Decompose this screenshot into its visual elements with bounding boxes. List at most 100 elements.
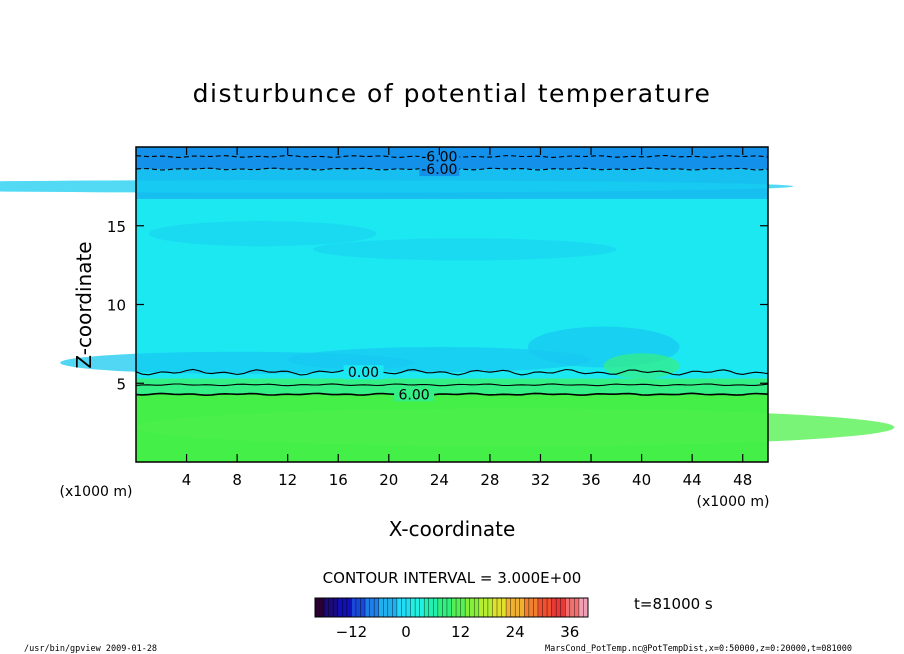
x-tick-label: 8	[232, 471, 242, 489]
contour-line-2	[135, 368, 769, 376]
colorbar-cell	[506, 598, 512, 617]
colorbar-cell	[515, 598, 521, 617]
heatmap-band-1	[136, 378, 768, 395]
colorbar-cell	[537, 598, 543, 617]
colorbar-cell	[342, 598, 348, 617]
colorbar-cell	[474, 598, 480, 617]
x-tick-label: 16	[329, 471, 348, 489]
colorbar-cell	[410, 598, 416, 617]
colorbar-cell	[569, 598, 575, 617]
x-tick-label: 12	[278, 471, 297, 489]
colorbar-tick-label: 12	[451, 623, 470, 641]
colorbar-cell	[533, 598, 539, 617]
y-tick-label: 5	[116, 375, 126, 393]
heatmap-variation-1	[312, 238, 617, 261]
colorbar-cell	[360, 598, 366, 617]
colorbar-cell	[478, 598, 484, 617]
colorbar-cell	[355, 598, 361, 617]
contour-label-bg-3	[419, 162, 460, 177]
colorbar-cell	[487, 598, 493, 617]
contour-line-0	[135, 392, 769, 397]
time-label: t=81000 s	[634, 595, 713, 613]
colorbar-cell	[419, 598, 425, 617]
contour-label-3: -6.00	[421, 162, 457, 178]
colorbar-cell	[574, 598, 580, 617]
contour-label-bg-4	[419, 149, 460, 164]
colorbar-cell	[578, 598, 584, 617]
heatmap-variation-6	[0, 180, 794, 193]
x-tick-label: 44	[683, 471, 702, 489]
colorbar-cell	[560, 598, 566, 617]
x-axis-label: X-coordinate	[389, 517, 516, 541]
colorbar-cell	[565, 598, 571, 617]
x-tick-label: 36	[581, 471, 600, 489]
footer-right: MarsCond_PotTemp.nc@PotTempDist,x=0:5000…	[545, 644, 852, 654]
x-tick-label: 32	[531, 471, 550, 489]
x-tick-label: 24	[430, 471, 449, 489]
colorbar-cell	[542, 598, 548, 617]
contour-line-1	[135, 383, 769, 387]
x-tick-label: 48	[733, 471, 752, 489]
colorbar-cell	[547, 598, 552, 617]
colorbar-cell	[528, 598, 534, 617]
colorbar-cell	[346, 598, 352, 617]
colorbar: −12 0 12 24 36	[314, 597, 589, 641]
colorbar-cell	[369, 598, 375, 617]
colorbar-cell	[469, 598, 475, 617]
contour-interval-text: CONTOUR INTERVAL = 3.000E+00	[323, 569, 582, 587]
contour-label-bg-2	[343, 365, 384, 380]
colorbar-cell	[324, 598, 330, 617]
colorbar-cell	[319, 598, 325, 617]
contour-label-4: -6.00	[421, 149, 457, 165]
plot-area: 6.000.00-6.00-6.00 4 8 12 16 20 24 28 32 36 40 44 4…	[0, 146, 895, 489]
y-tick-label: 15	[107, 218, 126, 236]
heatmap-variations	[0, 180, 895, 447]
heatmap-variation-0	[148, 221, 377, 247]
colorbar-cell	[415, 598, 421, 617]
colorbar-frame	[314, 597, 589, 618]
colorbar-cell	[424, 598, 430, 617]
colorbar-cell	[333, 598, 339, 617]
x-unit-left: (x1000 m)	[60, 484, 133, 500]
colorbar-tick-label: 0	[401, 623, 411, 641]
contour-label-0: 6.00	[398, 387, 429, 403]
colorbar-tick-label: 36	[560, 623, 579, 641]
colorbar-cell	[387, 598, 393, 617]
x-tick-label: 40	[632, 471, 651, 489]
colorbar-cell	[442, 598, 448, 617]
colorbar-cell	[497, 598, 502, 617]
colorbar-cell	[510, 598, 516, 617]
x-tick-label: 4	[182, 471, 192, 489]
colorbar-cell	[456, 598, 461, 617]
colorbar-cell	[556, 598, 562, 617]
colorbar-cell	[383, 598, 389, 617]
colorbar-cell	[451, 598, 457, 617]
chart-title: disturbunce of potential temperature	[193, 79, 712, 108]
y-axis-label: Z-coordinate	[72, 241, 96, 368]
x-tick-label: 20	[379, 471, 398, 489]
colorbar-cell	[501, 598, 507, 617]
colorbar-cell	[401, 598, 407, 617]
colorbar-cell	[465, 598, 471, 617]
colorbar-cell	[351, 598, 357, 617]
contour-label-2: 0.00	[348, 365, 379, 381]
colorbar-cell	[519, 598, 525, 617]
colorbar-cell	[428, 598, 434, 617]
colorbar-cell	[460, 598, 466, 617]
colorbar-cell	[483, 598, 489, 617]
colorbar-cell	[433, 598, 439, 617]
colorbar-cell	[551, 598, 557, 617]
colorbar-cell	[406, 598, 411, 617]
colorbar-cell	[492, 598, 498, 617]
colorbar-cell	[437, 598, 443, 617]
colorbar-cell	[583, 598, 589, 617]
footer-left: /usr/bin/gpview 2009-01-28	[24, 644, 157, 654]
contour-label-bg-0	[394, 387, 435, 402]
colorbar-cell	[328, 598, 334, 617]
heatmap-variation-7	[136, 408, 895, 447]
colorbar-cell	[396, 598, 402, 617]
colorbar-cell	[315, 598, 320, 617]
colorbar-tick-label: −12	[336, 623, 368, 641]
